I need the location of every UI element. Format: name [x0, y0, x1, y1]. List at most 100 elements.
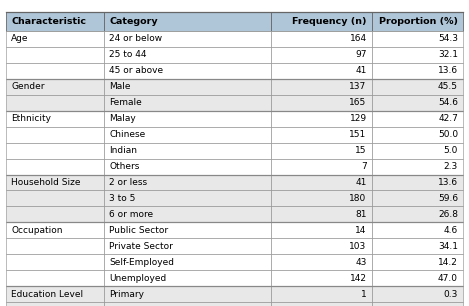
Bar [271, 12, 371, 31]
Bar [371, 159, 463, 174]
Text: Self-Employed: Self-Employed [109, 258, 174, 267]
Text: Proportion (%): Proportion (%) [379, 17, 458, 26]
Text: 2 or less: 2 or less [109, 178, 147, 187]
Bar [371, 190, 463, 207]
Bar [6, 12, 104, 31]
Text: 54.6: 54.6 [438, 98, 458, 107]
Bar [371, 174, 463, 190]
Bar [6, 238, 104, 254]
Text: 32.1: 32.1 [438, 50, 458, 59]
Text: Characteristic: Characteristic [11, 17, 86, 26]
Bar [6, 174, 104, 190]
Text: 13.6: 13.6 [438, 66, 458, 75]
Bar [371, 143, 463, 159]
Bar [6, 270, 104, 286]
Bar [104, 47, 271, 63]
Bar [6, 143, 104, 159]
Bar [6, 95, 104, 110]
Text: Category: Category [109, 17, 158, 26]
Bar [371, 79, 463, 95]
Bar [6, 127, 104, 143]
Text: 54.3: 54.3 [438, 34, 458, 43]
Bar [104, 143, 271, 159]
Bar [371, 254, 463, 270]
Bar [271, 143, 371, 159]
Bar [271, 207, 371, 222]
Bar [6, 190, 104, 207]
Bar [104, 174, 271, 190]
Text: 59.6: 59.6 [438, 194, 458, 203]
Bar [271, 95, 371, 110]
Bar [371, 47, 463, 63]
Text: 165: 165 [349, 98, 367, 107]
Bar [371, 95, 463, 110]
Bar [6, 159, 104, 174]
Bar [6, 222, 104, 238]
Bar [104, 127, 271, 143]
Bar [104, 79, 271, 95]
Text: 142: 142 [349, 274, 367, 283]
Bar [271, 174, 371, 190]
Bar [6, 79, 104, 95]
Bar [104, 238, 271, 254]
Text: 6 or more: 6 or more [109, 210, 153, 219]
Bar [6, 31, 104, 47]
Bar [104, 12, 271, 31]
Text: Female: Female [109, 98, 142, 107]
Bar [271, 63, 371, 79]
Bar [371, 110, 463, 127]
Text: 41: 41 [355, 66, 367, 75]
Bar [271, 31, 371, 47]
Bar [271, 238, 371, 254]
Bar [271, 254, 371, 270]
Text: Others: Others [109, 162, 140, 171]
Bar [271, 127, 371, 143]
Text: 34.1: 34.1 [438, 242, 458, 251]
Bar [371, 222, 463, 238]
Text: Household Size: Household Size [11, 178, 81, 187]
Bar [104, 302, 271, 306]
Bar [6, 286, 104, 302]
Text: 5.0: 5.0 [444, 146, 458, 155]
Bar [104, 63, 271, 79]
Text: 2.3: 2.3 [444, 162, 458, 171]
Text: 7: 7 [361, 162, 367, 171]
Bar [104, 159, 271, 174]
Bar [104, 31, 271, 47]
Text: 0.3: 0.3 [444, 290, 458, 299]
Bar [371, 238, 463, 254]
Text: 4.6: 4.6 [444, 226, 458, 235]
Text: 129: 129 [349, 114, 367, 123]
Text: 25 to 44: 25 to 44 [109, 50, 147, 59]
Text: Private Sector: Private Sector [109, 242, 173, 251]
Bar [6, 47, 104, 63]
Bar [371, 286, 463, 302]
Text: Indian: Indian [109, 146, 137, 155]
Bar [104, 207, 271, 222]
Bar [104, 254, 271, 270]
Bar [271, 47, 371, 63]
Text: Ethnicity: Ethnicity [11, 114, 51, 123]
Text: Chinese: Chinese [109, 130, 145, 139]
Bar [104, 190, 271, 207]
Bar [271, 190, 371, 207]
Text: Male: Male [109, 82, 131, 91]
Text: Age: Age [11, 34, 29, 43]
Text: Gender: Gender [11, 82, 45, 91]
Text: 50.0: 50.0 [438, 130, 458, 139]
Bar [371, 127, 463, 143]
Bar [371, 63, 463, 79]
Bar [271, 286, 371, 302]
Text: 103: 103 [349, 242, 367, 251]
Text: 15: 15 [355, 146, 367, 155]
Bar [104, 286, 271, 302]
Text: 14.2: 14.2 [438, 258, 458, 267]
Bar [271, 302, 371, 306]
Bar [6, 63, 104, 79]
Bar [371, 12, 463, 31]
Text: 137: 137 [349, 82, 367, 91]
Text: 1: 1 [361, 290, 367, 299]
Bar [104, 95, 271, 110]
Bar [271, 79, 371, 95]
Text: 43: 43 [355, 258, 367, 267]
